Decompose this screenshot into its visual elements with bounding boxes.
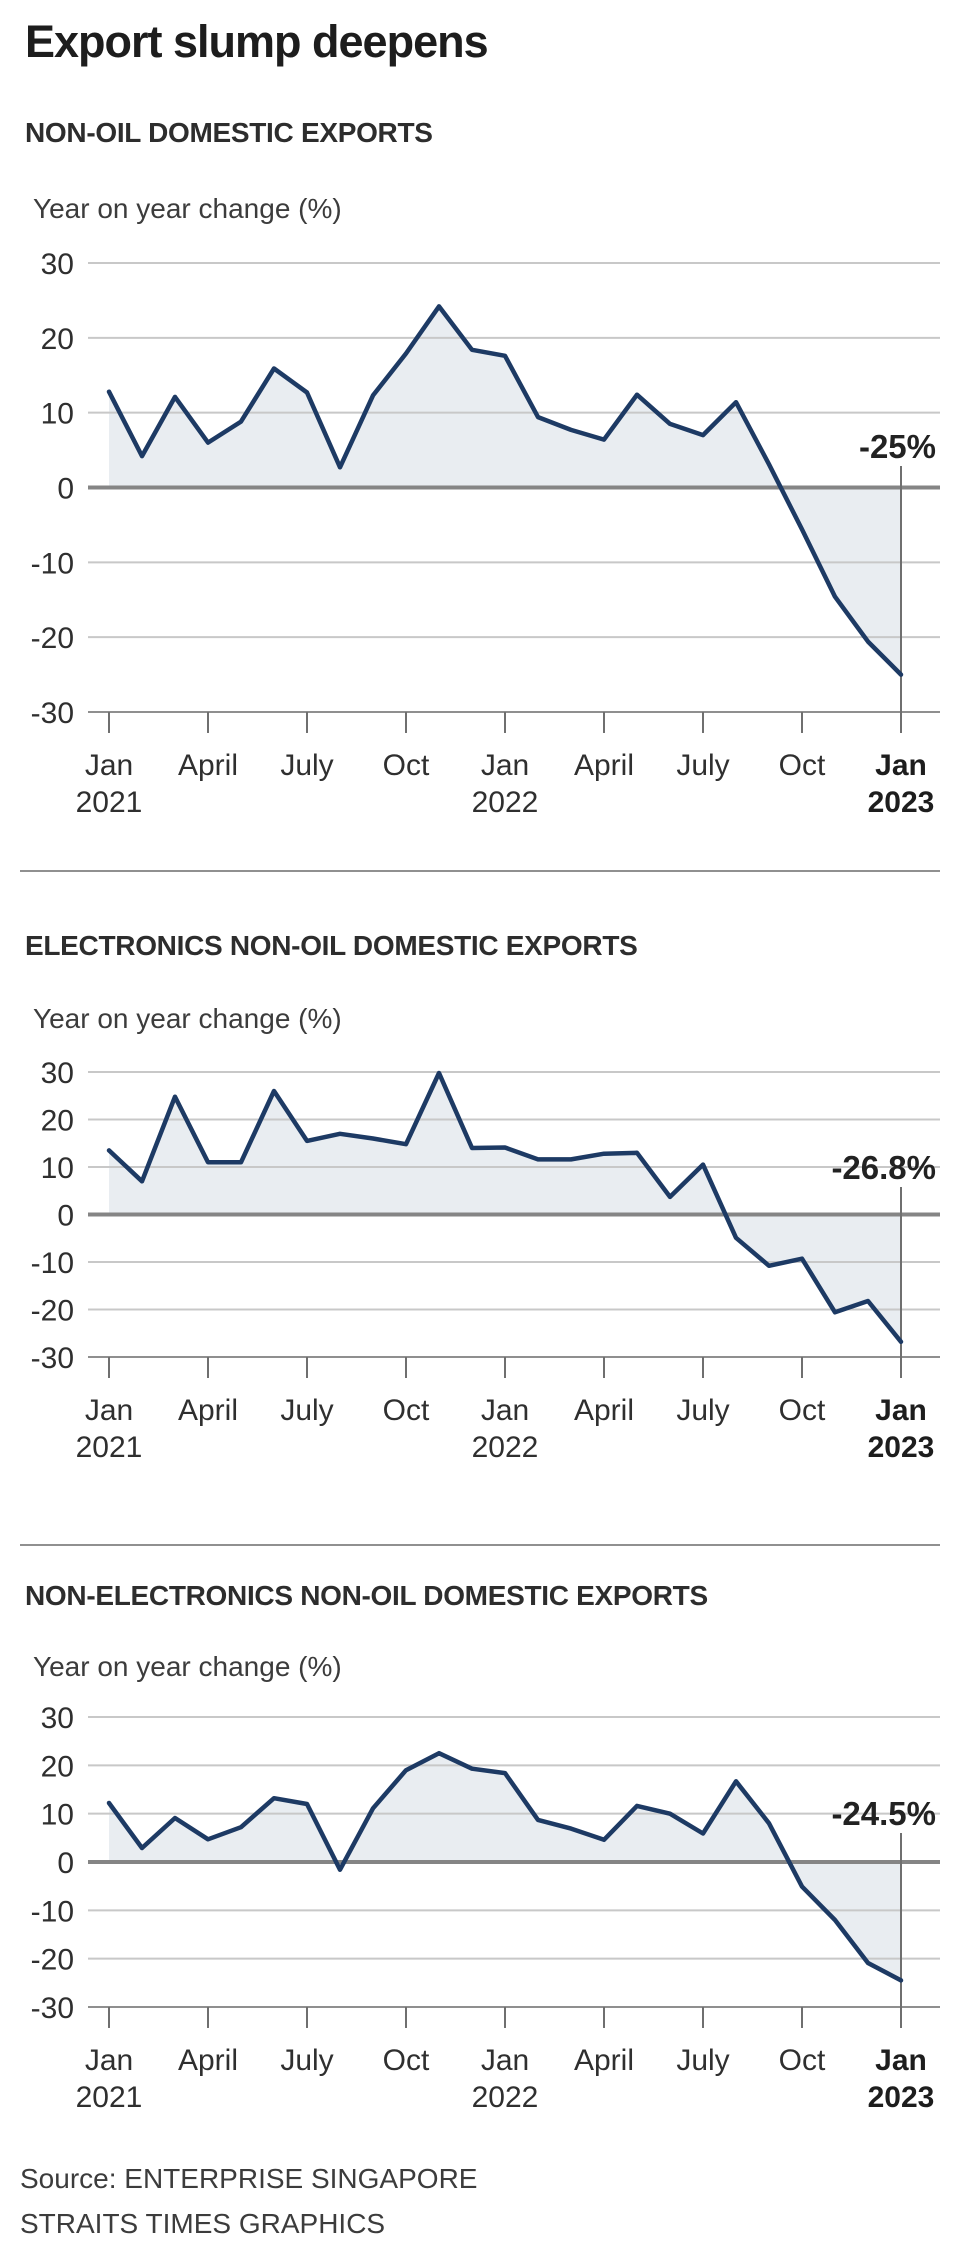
- chart3-annotation-label: -24.5%: [831, 1795, 936, 1832]
- chart1-x-year-label-0: 2021: [76, 786, 143, 819]
- chart3-y-tick-label-30: 30: [41, 1702, 74, 1735]
- chart1-x-year-label-12: 2022: [472, 786, 539, 819]
- chart3-y-tick-label--30: -30: [31, 1992, 74, 2025]
- chart1-y-tick-label-10: 10: [41, 398, 74, 431]
- chart1-y-tick-label--10: -10: [31, 547, 74, 580]
- chart1-data-line: [106, 304, 904, 677]
- chart1-y-tick-label--20: -20: [31, 622, 74, 655]
- chart1-y-tick-label-30: 30: [41, 248, 74, 281]
- chart2-y-tick-label-30: 30: [41, 1057, 74, 1090]
- chart2-x-tick-label-3: April: [178, 1394, 238, 1427]
- chart3-x-tick-label-6: July: [280, 2044, 333, 2077]
- chart3-y-tick-label--10: -10: [31, 1895, 74, 1928]
- chart2-y-tick-label--10: -10: [31, 1247, 74, 1280]
- chart3-y-tick-label--20: -20: [31, 1944, 74, 1977]
- chart1-y-tick-label-0: 0: [57, 472, 74, 505]
- chart1-x-tick-label-3: April: [178, 749, 238, 782]
- chart3-y-tick-label-10: 10: [41, 1799, 74, 1832]
- chart2-y-tick-label-0: 0: [57, 1200, 74, 1233]
- chart1-x-tick-label-6: July: [280, 749, 333, 782]
- chart2-x-year-label-12: 2022: [472, 1431, 539, 1464]
- chart1-x-tick-label-24: Jan: [875, 749, 927, 782]
- chart3-y-tick-label-0: 0: [57, 1847, 74, 1880]
- chart3-x-tick-label-15: April: [574, 2044, 634, 2077]
- chart3-x-year-label-0: 2021: [76, 2081, 143, 2114]
- chart3-data-line: [106, 1750, 904, 1983]
- chart1-annotation-label: -25%: [859, 428, 936, 465]
- chart3-x-year-label-12: 2022: [472, 2081, 539, 2114]
- chart3-x-tick-label-12: Jan: [481, 2044, 529, 2077]
- chart3-y-axis-title: Year on year change (%): [33, 1651, 342, 1682]
- chart2-x-year-label-0: 2021: [76, 1431, 143, 1464]
- chart3-x-tick-label-9: Oct: [383, 2044, 430, 2077]
- chart2-x-tick-label-15: April: [574, 1394, 634, 1427]
- chart3-y-tick-label-20: 20: [41, 1750, 74, 1783]
- chart3-x-tick-label-21: Oct: [779, 2044, 826, 2077]
- section-divider-1: [20, 870, 940, 872]
- chart3-x-year-label-24: 2023: [868, 2081, 935, 2114]
- page-title: Export slump deepens: [25, 16, 489, 67]
- chart1-x-tick-label-21: Oct: [779, 749, 826, 782]
- chart2-x-tick-label-12: Jan: [481, 1394, 529, 1427]
- chart1-x-tick-label-15: April: [574, 749, 634, 782]
- chart2-x-tick-label-9: Oct: [383, 1394, 430, 1427]
- chart3-x-tick-label-0: Jan: [85, 2044, 133, 2077]
- chart2-y-tick-label-10: 10: [41, 1152, 74, 1185]
- chart3-heading: NON-ELECTRONICS NON-OIL DOMESTIC EXPORTS: [25, 1580, 708, 1611]
- chart2-heading: ELECTRONICS NON-OIL DOMESTIC EXPORTS: [25, 930, 638, 961]
- chart3-x-tick-label-3: April: [178, 2044, 238, 2077]
- chart1-x-year-label-24: 2023: [868, 786, 935, 819]
- chart1-x-tick-label-9: Oct: [383, 749, 430, 782]
- chart2-area-fill: [109, 1073, 901, 1342]
- chart2-x-tick-label-21: Oct: [779, 1394, 826, 1427]
- chart1-y-tick-label--30: -30: [31, 697, 74, 730]
- credit-line: STRAITS TIMES GRAPHICS: [20, 2208, 386, 2239]
- chart2-y-axis-title: Year on year change (%): [33, 1003, 342, 1034]
- chart2-x-tick-label-18: July: [676, 1394, 729, 1427]
- chart1-y-axis-title: Year on year change (%): [33, 193, 342, 224]
- section-divider-2: [20, 1544, 940, 1546]
- chart2-y-tick-label--20: -20: [31, 1295, 74, 1328]
- chart1-x-tick-label-18: July: [676, 749, 729, 782]
- chart3-x-tick-label-24: Jan: [875, 2044, 927, 2077]
- chart2-x-tick-label-0: Jan: [85, 1394, 133, 1427]
- source-line: Source: ENTERPRISE SINGAPORE: [20, 2163, 478, 2194]
- chart1-y-tick-label-20: 20: [41, 323, 74, 356]
- chart1-x-tick-label-0: Jan: [85, 749, 133, 782]
- chart1-x-tick-label-12: Jan: [481, 749, 529, 782]
- chart3-x-tick-label-18: July: [676, 2044, 729, 2077]
- chart1-heading: NON-OIL DOMESTIC EXPORTS: [25, 117, 433, 148]
- chart2-data-line: [106, 1070, 904, 1345]
- chart2-x-tick-label-24: Jan: [875, 1394, 927, 1427]
- chart2-x-tick-label-6: July: [280, 1394, 333, 1427]
- chart1-area-fill: [109, 306, 901, 675]
- chart2-y-tick-label-20: 20: [41, 1105, 74, 1138]
- chart2-annotation-label: -26.8%: [831, 1149, 936, 1186]
- chart2-x-year-label-24: 2023: [868, 1431, 935, 1464]
- chart2-y-tick-label--30: -30: [31, 1342, 74, 1375]
- chart3-area-fill: [109, 1753, 901, 1981]
